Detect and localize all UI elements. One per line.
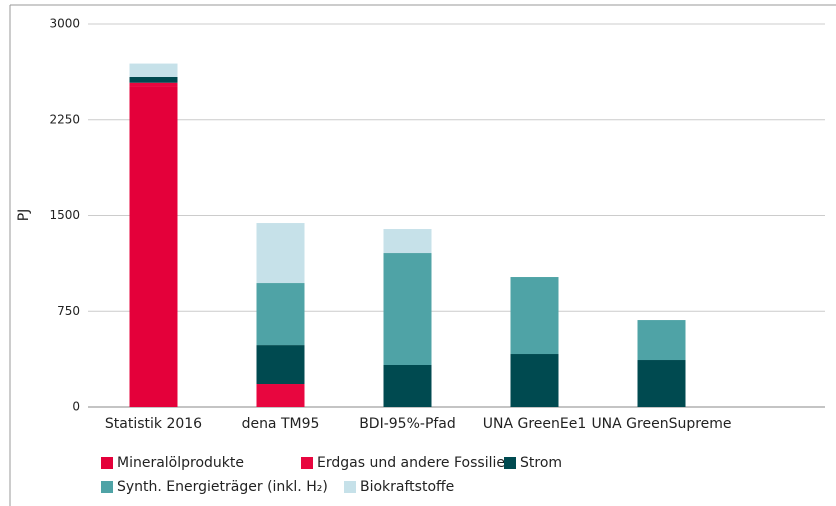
bar-segment xyxy=(383,364,432,407)
legend-label: Biokraftstoffe xyxy=(360,479,454,495)
y-tick-label: 750 xyxy=(57,304,80,318)
bar-segment xyxy=(256,384,305,407)
y-tick-label: 3000 xyxy=(49,17,80,31)
bar-segment xyxy=(129,82,178,87)
y-tick-label: 0 xyxy=(72,400,80,414)
legend-swatch xyxy=(344,481,356,493)
bar-segment xyxy=(129,63,178,77)
legend-label: Strom xyxy=(520,455,562,471)
legend-label: Erdgas und andere Fossilien xyxy=(317,455,514,471)
y-tick-label: 1500 xyxy=(49,208,80,222)
bar-segment xyxy=(256,345,305,385)
legend-swatch xyxy=(101,481,113,493)
x-tick-label: BDI-95%-Pfad xyxy=(359,416,456,432)
legend-swatch xyxy=(101,457,113,469)
bar-segment xyxy=(129,86,178,407)
y-tick-label: 2250 xyxy=(49,112,80,126)
bar-segment xyxy=(510,354,559,407)
bar-segment xyxy=(383,229,432,254)
bar-segment xyxy=(256,283,305,346)
bar-segment xyxy=(510,277,559,355)
legend-label: Mineralölprodukte xyxy=(117,455,244,471)
bar-segment xyxy=(383,253,432,365)
legend-swatch xyxy=(301,457,313,469)
x-tick-label: Statistik 2016 xyxy=(105,416,202,432)
bar-segment xyxy=(129,76,178,83)
legend-label: Synth. Energieträger (inkl. H₂) xyxy=(117,479,328,495)
x-tick-label: dena TM95 xyxy=(242,416,320,432)
bar-segment xyxy=(637,360,686,407)
x-tick-label: UNA GreenSupreme xyxy=(591,416,731,432)
x-tick-label: UNA GreenEe1 xyxy=(483,416,587,432)
bar-segment xyxy=(637,320,686,361)
bar-segment xyxy=(256,223,305,284)
legend-swatch xyxy=(504,457,516,469)
y-axis-label: PJ xyxy=(16,209,32,222)
